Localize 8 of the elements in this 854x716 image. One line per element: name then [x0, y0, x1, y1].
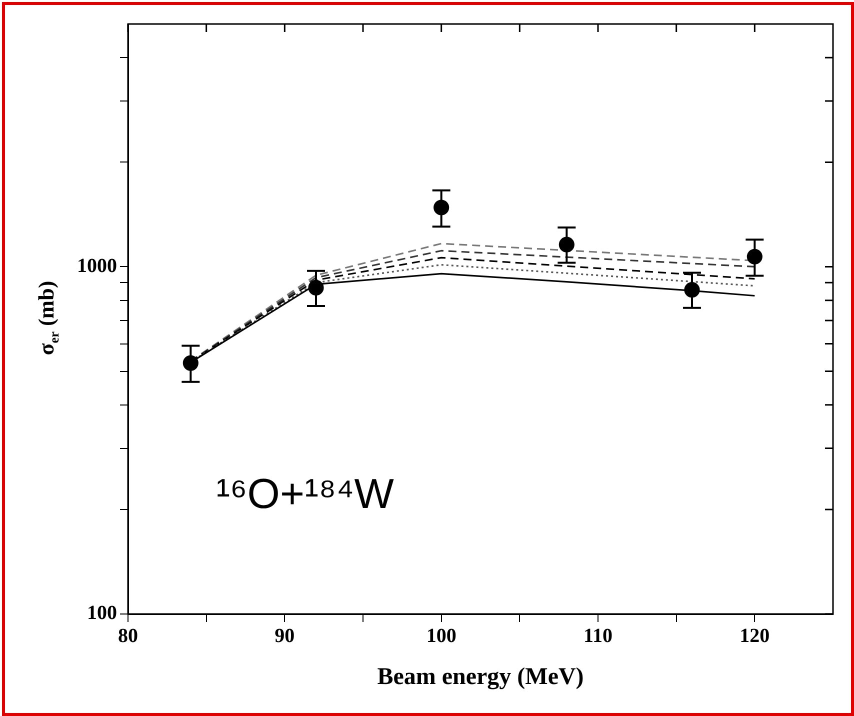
x-tick-label: 90	[274, 625, 295, 648]
x-tick-label: 110	[584, 625, 612, 648]
x-tick-label: 80	[118, 625, 138, 648]
x-tick-label: 100	[426, 625, 456, 648]
y-tick-label: 1000	[77, 254, 117, 277]
annotation: ¹⁶O+¹⁸⁴W	[216, 470, 394, 518]
x-axis-title: Beam energy (MeV)	[377, 664, 584, 690]
x-tick-label: 120	[740, 625, 770, 648]
